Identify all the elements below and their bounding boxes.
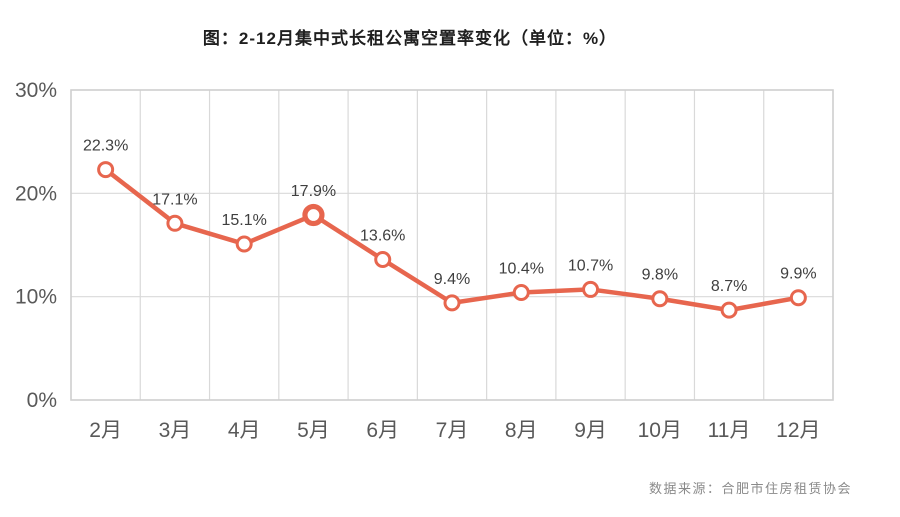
data-label: 22.3%: [83, 138, 128, 155]
chart-title: 图：2-12月集中式长租公寓空置率变化（单位：%）: [202, 29, 618, 48]
data-source-note: 数据来源：合肥市住房租赁协会: [648, 481, 852, 496]
x-tick-label: 2月: [89, 419, 122, 442]
data-point-marker: [443, 294, 461, 312]
data-point-marker: [582, 280, 600, 298]
plot-border: [70, 89, 834, 401]
y-tick-label: 20%: [15, 182, 57, 205]
data-label: 9.4%: [434, 271, 470, 288]
data-point-marker: [235, 235, 253, 253]
data-point-marker: [512, 284, 530, 302]
data-point-marker: [651, 290, 669, 308]
data-label: 15.1%: [221, 212, 266, 229]
data-point-marker: [166, 214, 184, 232]
data-label: 10.4%: [499, 261, 544, 278]
x-tick-label: 8月: [505, 419, 538, 442]
x-tick-label: 11月: [708, 419, 751, 442]
data-point-marker: [789, 289, 807, 307]
data-label: 9.8%: [642, 267, 678, 284]
x-tick-label: 9月: [574, 419, 607, 442]
data-label: 13.6%: [360, 227, 405, 244]
data-point-marker-emphasized: [302, 203, 325, 227]
x-tick-label: 6月: [366, 419, 399, 442]
data-label: 8.7%: [711, 278, 747, 295]
x-tick-label: 12月: [776, 419, 820, 442]
data-label: 10.7%: [568, 257, 613, 274]
y-tick-label: 0%: [27, 389, 57, 412]
data-label: 17.1%: [152, 191, 197, 208]
data-point-marker: [97, 161, 115, 179]
y-tick-label: 30%: [15, 79, 57, 102]
x-tick-label: 5月: [297, 419, 330, 442]
data-point-marker: [374, 250, 392, 268]
data-label: 9.9%: [780, 266, 816, 283]
x-tick-label: 10月: [638, 419, 682, 442]
data-point-marker: [720, 301, 738, 319]
x-tick-label: 7月: [436, 419, 469, 442]
x-tick-label: 4月: [228, 419, 261, 442]
x-tick-label: 3月: [159, 419, 192, 442]
y-tick-label: 10%: [15, 286, 57, 309]
data-label: 17.9%: [291, 183, 336, 200]
